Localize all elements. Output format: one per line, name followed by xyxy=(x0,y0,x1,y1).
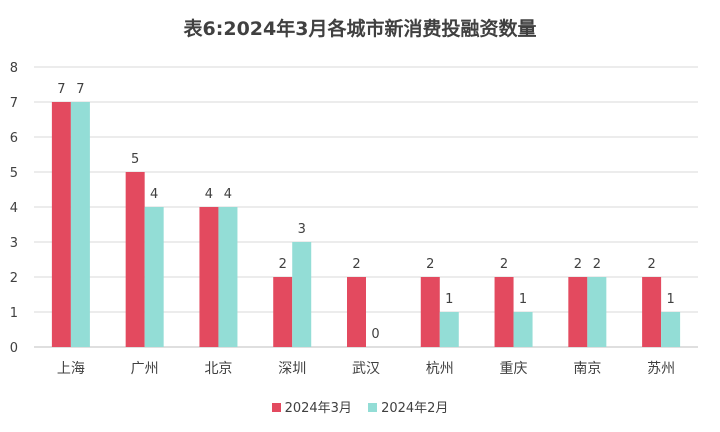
data-label: 1 xyxy=(666,292,674,307)
bars xyxy=(51,102,681,347)
y-tick-label: 8 xyxy=(10,61,18,76)
x-category-label: 南京 xyxy=(573,361,601,377)
y-tick-label: 7 xyxy=(10,96,18,111)
bar-series-2 xyxy=(513,312,533,347)
y-tick-label: 2 xyxy=(10,271,18,286)
y-tick-label: 0 xyxy=(10,341,18,356)
bar-series-2 xyxy=(292,242,312,347)
data-label: 5 xyxy=(131,152,139,167)
x-category-label: 上海 xyxy=(57,361,85,377)
data-label: 2 xyxy=(593,257,601,272)
y-axis-ticks: 0 1 2 3 4 5 6 7 8 xyxy=(10,61,18,356)
legend-swatch-series-2 xyxy=(368,403,378,412)
data-label: 7 xyxy=(57,82,65,97)
bar-series-2 xyxy=(70,102,90,347)
legend-label-series-2: 2024年2月 xyxy=(381,401,449,416)
x-category-label: 杭州 xyxy=(426,361,454,377)
legend: 2024年3月 2024年2月 xyxy=(0,397,720,416)
bar-series-1 xyxy=(125,172,145,347)
data-label: 3 xyxy=(298,222,306,237)
bar-series-1 xyxy=(568,277,588,347)
bar-series-2 xyxy=(661,312,681,347)
y-tick-label: 5 xyxy=(10,166,18,181)
data-label: 1 xyxy=(519,292,527,307)
data-label: 2 xyxy=(352,257,360,272)
bar-series-1 xyxy=(273,277,293,347)
bar-series-1 xyxy=(347,277,366,347)
data-label: 2 xyxy=(279,257,287,272)
bar-series-2 xyxy=(439,312,459,347)
y-tick-label: 3 xyxy=(10,236,18,251)
data-label: 2 xyxy=(426,257,434,272)
bar-series-1 xyxy=(642,277,662,347)
data-label: 2 xyxy=(574,257,582,272)
bar-series-2 xyxy=(144,207,164,347)
legend-label-series-1: 2024年3月 xyxy=(284,401,352,416)
data-label: 7 xyxy=(76,82,84,97)
x-category-label: 深圳 xyxy=(278,361,306,377)
x-category-label: 苏州 xyxy=(647,361,675,377)
data-label: 4 xyxy=(150,187,158,202)
data-label: 2 xyxy=(500,257,508,272)
data-label: 2 xyxy=(647,257,655,272)
bar-series-2 xyxy=(218,207,238,347)
bar-series-1 xyxy=(494,277,514,347)
y-tick-label: 4 xyxy=(10,201,18,216)
x-axis-categories: 上海 广州 北京 深圳 武汉 杭州 重庆 南京 苏州 xyxy=(57,361,675,377)
data-label: 0 xyxy=(371,327,379,342)
x-category-label: 北京 xyxy=(204,361,232,377)
legend-item-series-2[interactable]: 2024年2月 xyxy=(368,397,448,416)
bar-series-2 xyxy=(587,277,607,347)
x-category-label: 重庆 xyxy=(500,361,528,377)
x-category-label: 武汉 xyxy=(352,361,380,377)
bar-series-1 xyxy=(51,102,71,347)
data-label: 4 xyxy=(224,187,232,202)
chart-title: 表6:2024年3月各城市新消费投融资数量 xyxy=(183,18,537,40)
legend-item-series-1[interactable]: 2024年3月 xyxy=(271,397,352,416)
bar-series-1 xyxy=(420,277,440,347)
y-tick-label: 6 xyxy=(10,131,18,146)
legend-swatch-series-1 xyxy=(271,403,281,412)
x-category-label: 广州 xyxy=(131,361,159,377)
data-label: 4 xyxy=(205,187,213,202)
data-label: 1 xyxy=(445,292,453,307)
bar-series-1 xyxy=(199,207,219,347)
y-tick-label: 1 xyxy=(10,306,18,321)
